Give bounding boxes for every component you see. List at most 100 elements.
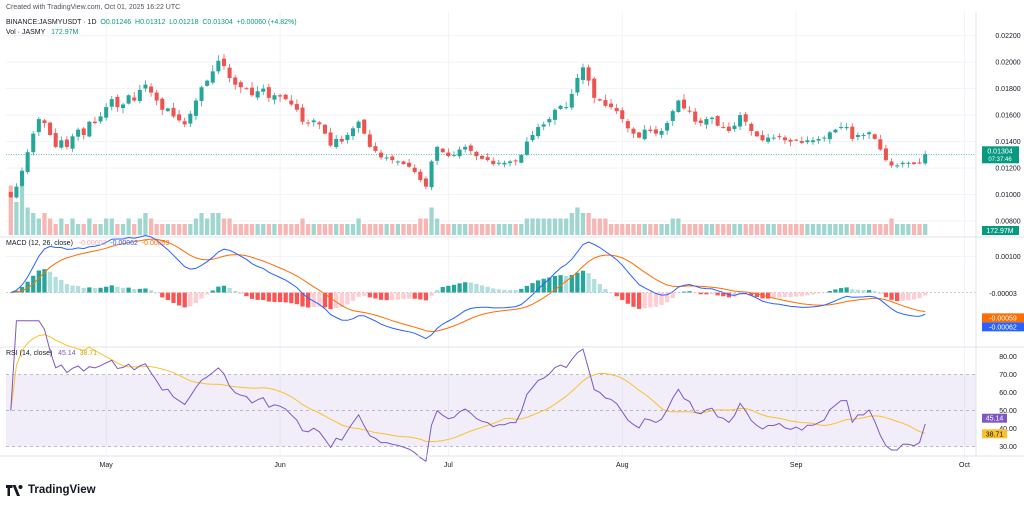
macd-histogram-bar	[547, 277, 552, 293]
volume-bar	[608, 224, 614, 235]
volume-label: Vol · JASMY	[6, 29, 46, 36]
candle-body	[193, 100, 198, 116]
volume-bar	[659, 224, 664, 235]
candle-body	[435, 146, 440, 161]
macd-histogram-bar	[36, 270, 41, 293]
tradingview-logo: TradingView	[6, 484, 96, 496]
macd-histogram-bar	[423, 292, 429, 301]
candle-body	[867, 132, 872, 135]
volume-bar	[350, 224, 356, 235]
macd-histogram-bar	[109, 285, 114, 293]
macd-histogram-bar	[272, 292, 277, 302]
candle-body	[244, 88, 249, 90]
volume-bar	[47, 218, 53, 235]
macd-histogram-bar	[19, 286, 25, 293]
candle-body	[36, 119, 41, 133]
candle-body	[524, 141, 529, 155]
volume-bar	[861, 224, 866, 235]
macd-histogram-bar	[104, 286, 109, 293]
volume-bar	[479, 224, 485, 235]
macd-histogram-bar	[681, 291, 687, 293]
candle-body	[154, 92, 159, 101]
rsi-ma-value: 38.71	[79, 350, 98, 357]
x-tick-label: Jul	[444, 462, 453, 469]
candle-body	[895, 165, 900, 167]
macd-line	[10, 234, 926, 340]
candle-body	[710, 117, 715, 120]
candle-body	[496, 162, 501, 164]
candle-body	[771, 137, 776, 139]
volume-bar	[395, 224, 401, 235]
macd-histogram-bar	[98, 287, 103, 293]
rsi-ma-line	[10, 334, 926, 443]
volume-bar	[8, 185, 13, 235]
macd-histogram-bar	[193, 292, 199, 304]
macd-histogram-bar	[205, 292, 210, 295]
candle-body	[749, 123, 754, 131]
candle-body	[250, 87, 255, 96]
volume-badge-label: 172.97M	[986, 228, 1013, 235]
macd-histogram-bar	[569, 274, 574, 293]
macd-histogram-bar	[233, 291, 238, 293]
candle-body	[395, 161, 400, 163]
candle-body	[98, 116, 103, 122]
macd-histogram-bar	[474, 283, 479, 293]
macd-histogram-bar	[749, 292, 754, 296]
macd-histogram-bar	[255, 292, 260, 300]
macd-histogram-bar	[266, 292, 271, 302]
x-tick-label: Jun	[274, 462, 285, 469]
macd-histogram-bar	[872, 291, 877, 293]
macd-histogram-bar	[468, 282, 473, 293]
macd-histogram-bar	[878, 292, 883, 294]
candle-body	[356, 121, 361, 128]
volume-bar	[558, 218, 563, 235]
macd-histogram-bar	[188, 292, 193, 307]
candle-body	[104, 107, 109, 118]
macd-histogram-bar	[524, 285, 530, 293]
macd-signal-value: -0.00059	[141, 240, 170, 247]
volume-bar	[182, 224, 187, 235]
x-tick-label: Aug	[616, 462, 629, 469]
macd-histogram-bar	[384, 292, 389, 301]
macd-histogram-bar	[154, 292, 159, 294]
macd-histogram-bar	[176, 292, 182, 306]
candle-body	[165, 108, 170, 112]
candle-body	[547, 119, 552, 123]
macd-histogram-bar	[47, 271, 53, 293]
candle-body	[743, 114, 748, 122]
volume-bar	[491, 224, 496, 235]
candle-body	[850, 126, 855, 139]
volume-bar	[435, 218, 440, 235]
macd-value-badge-label: -0.00062	[989, 324, 1017, 331]
volume-bar	[580, 213, 586, 235]
macd-value-badge	[982, 322, 1024, 332]
macd-histogram-bar	[693, 292, 698, 294]
macd-histogram-bar	[709, 292, 715, 295]
volume-bar	[42, 213, 47, 235]
volume-bar	[345, 224, 350, 235]
candle-body	[457, 149, 462, 157]
rsi-tick-label: 70.00	[999, 372, 1017, 379]
volume-bar	[328, 224, 333, 235]
macd-value-badge	[982, 289, 1024, 299]
volume-bar	[193, 218, 199, 235]
macd-histogram-bar	[822, 292, 827, 294]
candle-body	[883, 148, 888, 161]
candle-body	[429, 161, 434, 188]
macd-histogram-bar	[788, 292, 793, 298]
candle-body	[575, 77, 580, 93]
candle-body	[423, 178, 428, 187]
candle-body	[48, 122, 53, 135]
volume-bar	[283, 224, 288, 235]
candle-body	[614, 108, 619, 112]
volume-bar	[14, 202, 19, 235]
macd-histogram-bar	[143, 288, 148, 293]
candle-body	[199, 87, 204, 101]
macd-histogram-bar	[833, 289, 838, 293]
volume-bar	[850, 224, 855, 235]
volume-bar	[132, 224, 137, 235]
volume-bar	[188, 224, 193, 235]
volume-bar	[524, 218, 530, 235]
candle-body	[676, 100, 681, 112]
volume-bar	[575, 207, 580, 235]
